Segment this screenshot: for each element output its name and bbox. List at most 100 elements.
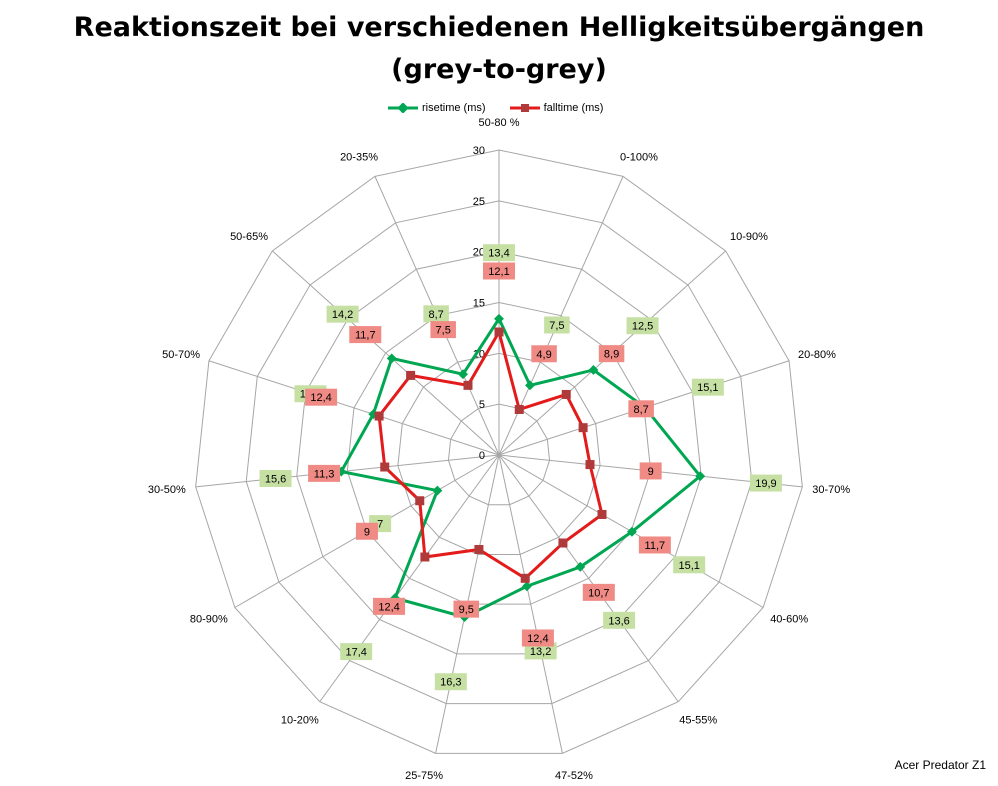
tick-label: 20	[473, 247, 485, 259]
risetime-data-label: 16,3	[440, 677, 461, 689]
tick-label: 5	[479, 399, 485, 411]
risetime-data-label: 15,6	[265, 473, 286, 485]
risetime-point	[626, 526, 637, 537]
category-label: 0-100%	[620, 151, 658, 163]
category-label: 10-90%	[730, 231, 768, 243]
category-label: 30-50%	[148, 484, 186, 496]
risetime-data-label-bg	[749, 474, 782, 492]
legend-falltime-label: falltime (ms)	[543, 102, 604, 114]
falltime-data-label-bg	[531, 345, 557, 363]
risetime-data-label: 19,9	[755, 478, 776, 490]
grid-spoke	[195, 454, 500, 488]
category-label: 25-75%	[405, 770, 443, 782]
chart-title-line2: (grey-to-grey)	[391, 54, 607, 85]
grid-spoke	[208, 360, 500, 456]
falltime-data-label: 12,1	[488, 266, 509, 278]
risetime-data-label: 13,4	[488, 248, 509, 260]
risetime-data-label-bg	[673, 556, 706, 574]
risetime-data-label-bg	[259, 469, 292, 487]
grid-ring-5	[447, 403, 551, 506]
risetime-data-label-bg	[423, 305, 449, 323]
risetime-data-label: 15,1	[678, 560, 699, 572]
risetime-data-label-bg	[603, 611, 636, 629]
grid-spoke	[498, 454, 679, 703]
grid-spoke	[272, 250, 500, 456]
falltime-data-label: 12,4	[527, 633, 548, 645]
falltime-point	[415, 496, 425, 506]
falltime-data-label-bg	[308, 464, 341, 482]
grid-spoke	[498, 454, 563, 754]
tick-label: 30	[473, 145, 485, 157]
legend-item-falltime: falltime (ms)	[509, 102, 604, 114]
falltime-data-label: 11,3	[314, 468, 335, 480]
risetime-data-label-bg	[544, 316, 570, 334]
category-label: 20-35%	[340, 151, 378, 163]
falltime-data-label-bg	[598, 345, 625, 363]
risetime-point	[575, 561, 586, 572]
category-label: 10-20%	[281, 715, 319, 727]
credit-text: Acer Predator Z1	[894, 758, 986, 772]
falltime-data-label: 10,7	[588, 587, 609, 599]
falltime-point	[558, 538, 568, 548]
risetime-point	[695, 471, 706, 482]
falltime-data-label-bg	[373, 597, 406, 615]
falltime-data-label-bg	[638, 536, 671, 554]
risetime-data-label-bg	[691, 378, 724, 396]
risetime-point	[386, 353, 397, 364]
falltime-data-label-bg	[355, 522, 378, 540]
falltime-point	[578, 423, 588, 433]
risetime-data-label: 12,5	[632, 321, 653, 333]
falltime-point	[597, 509, 607, 519]
category-label: 50-70%	[162, 349, 200, 361]
risetime-point	[521, 581, 532, 592]
falltime-point	[514, 404, 524, 414]
risetime-data-label-bg	[340, 643, 373, 661]
risetime-data-label-bg	[326, 305, 359, 323]
falltime-data-label-bg	[639, 462, 662, 480]
grid-ring-30	[195, 149, 803, 754]
falltime-data-label: 11,7	[355, 330, 376, 342]
falltime-data-label-bg	[430, 321, 456, 339]
falltime-data-label-bg	[349, 326, 382, 344]
tick-label: 10	[473, 348, 485, 360]
falltime-point	[463, 380, 473, 390]
falltime-data-label: 8,9	[604, 349, 619, 361]
falltime-data-label: 12,4	[310, 392, 331, 404]
risetime-data-label: 8,7	[428, 309, 443, 321]
falltime-data-label: 9	[648, 466, 654, 478]
risetime-line	[338, 315, 703, 619]
risetime-data-label: 14,2	[332, 309, 353, 321]
legend-risetime-marker	[388, 103, 418, 113]
falltime-point	[420, 552, 430, 562]
category-label: 50-65%	[230, 231, 268, 243]
falltime-data-label: 12,4	[378, 601, 399, 613]
risetime-data-label-bg	[524, 642, 557, 660]
falltime-point	[374, 411, 384, 421]
risetime-data-label: 17,4	[345, 647, 366, 659]
chart-title-line1: Reaktionszeit bei verschiedenen Helligke…	[73, 12, 925, 43]
tick-label: 0	[479, 450, 485, 462]
risetime-data-label: 13,2	[530, 646, 551, 658]
falltime-data-label: 8,7	[633, 404, 648, 416]
falltime-data-label-bg	[305, 388, 338, 406]
risetime-data-label: 7	[377, 519, 383, 531]
falltime-point	[585, 460, 595, 470]
falltime-data-label: 4,9	[536, 349, 551, 361]
risetime-point	[588, 365, 599, 375]
falltime-data-label: 9	[364, 526, 370, 538]
risetime-data-label-bg	[434, 673, 467, 691]
risetime-point	[458, 369, 468, 380]
category-label: 40-60%	[770, 614, 808, 626]
legend-falltime-marker	[509, 104, 540, 112]
falltime-data-label: 7,5	[436, 325, 451, 337]
falltime-data-label: 9,5	[459, 604, 474, 616]
category-label: 20-80%	[798, 349, 836, 361]
grid-ring-25	[245, 200, 753, 705]
falltime-data-label: 11,7	[645, 540, 666, 552]
legend-item-risetime: risetime (ms)	[388, 102, 486, 114]
category-label: 45-55%	[679, 715, 717, 727]
tick-label: 15	[473, 298, 485, 310]
category-label: 80-90%	[190, 614, 228, 626]
falltime-data-label-bg	[483, 262, 515, 280]
falltime-data-label-bg	[521, 629, 554, 647]
